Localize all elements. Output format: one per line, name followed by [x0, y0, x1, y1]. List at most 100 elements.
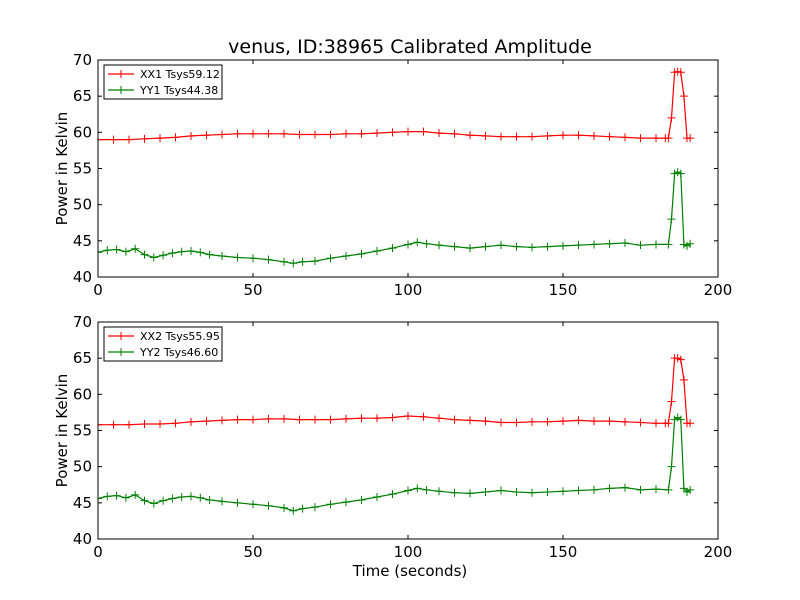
data-point	[497, 241, 505, 250]
data-point	[156, 134, 164, 143]
data-point	[435, 487, 443, 496]
data-point	[574, 131, 583, 140]
y-tick-label: 40	[73, 530, 92, 548]
series-line	[98, 171, 691, 264]
data-point	[664, 419, 673, 428]
data-point	[311, 257, 319, 266]
data-point	[289, 506, 298, 515]
legend-label: YY1 Tsys44.38	[139, 84, 218, 97]
data-point	[249, 415, 257, 424]
data-point	[109, 420, 118, 429]
data-point	[326, 415, 335, 424]
data-point	[373, 414, 381, 423]
data-point	[140, 496, 149, 505]
y-tick-label: 50	[73, 196, 92, 214]
data-point	[621, 133, 629, 142]
data-point	[605, 239, 614, 248]
data-point	[388, 244, 397, 253]
data-point	[388, 413, 397, 422]
data-point	[481, 131, 490, 140]
series-1	[98, 354, 695, 429]
data-point	[497, 132, 505, 141]
data-point	[497, 418, 505, 427]
data-point	[559, 487, 567, 496]
data-point	[676, 169, 685, 178]
data-point	[574, 241, 583, 250]
data-point	[559, 131, 567, 140]
data-point	[466, 244, 474, 253]
data-point	[112, 245, 121, 254]
data-point	[667, 462, 676, 471]
data-point	[280, 129, 288, 138]
data-point	[621, 483, 629, 492]
data-point	[342, 414, 350, 423]
x-tick-label: 50	[243, 543, 262, 561]
data-point	[264, 129, 273, 138]
data-point	[590, 417, 598, 426]
y-tick-label: 45	[73, 232, 92, 250]
data-point	[636, 241, 645, 250]
data-point	[512, 487, 521, 496]
data-point	[652, 240, 660, 249]
data-point	[112, 491, 121, 500]
data-point	[125, 420, 133, 429]
data-point	[187, 246, 195, 255]
data-point	[574, 486, 583, 495]
data-point	[357, 249, 366, 258]
legend-label: XX2 Tsys55.95	[140, 330, 220, 343]
data-point	[168, 494, 177, 503]
y-tick-label: 70	[73, 313, 92, 331]
data-point	[171, 133, 180, 142]
data-point	[311, 415, 319, 424]
legend-box	[103, 326, 223, 362]
y-axis-label: Power in Kelvin	[53, 374, 71, 488]
data-point	[636, 418, 645, 427]
series-line	[98, 416, 691, 512]
data-point	[218, 130, 226, 139]
data-point	[280, 503, 288, 512]
data-point	[149, 499, 158, 508]
series-line	[98, 357, 691, 426]
data-point	[435, 414, 443, 423]
data-point	[311, 130, 319, 139]
data-point	[422, 485, 431, 494]
data-point	[404, 412, 412, 421]
data-point	[512, 418, 521, 427]
legend-marker	[117, 348, 125, 356]
data-point	[528, 417, 536, 426]
x-tick-label: 150	[549, 281, 578, 299]
data-point	[404, 486, 412, 495]
data-point	[605, 417, 614, 426]
data-point	[667, 215, 676, 224]
data-point	[159, 496, 168, 505]
x-tick-label: 100	[394, 281, 423, 299]
data-point	[326, 130, 335, 139]
data-point	[373, 246, 381, 255]
legend: XX1 Tsys59.12 YY1 Tsys44.38	[103, 64, 223, 100]
data-point	[109, 135, 118, 144]
data-point	[289, 259, 298, 268]
data-point	[121, 247, 130, 256]
data-point	[205, 495, 214, 504]
data-point	[450, 488, 459, 497]
data-point	[590, 485, 598, 494]
legend-box	[103, 64, 223, 100]
data-point	[466, 131, 474, 140]
data-point	[121, 493, 130, 502]
data-point	[404, 240, 412, 249]
y-tick-label: 70	[73, 51, 92, 69]
data-point	[667, 113, 676, 122]
data-point	[298, 504, 307, 513]
y-tick-label: 65	[73, 349, 92, 367]
data-point	[249, 129, 257, 138]
data-point	[388, 490, 397, 499]
series-2	[98, 168, 695, 268]
data-point	[559, 417, 567, 426]
data-point	[664, 240, 673, 249]
y-tick-label: 45	[73, 494, 92, 512]
y-tick-label: 60	[73, 123, 92, 141]
data-point	[326, 254, 335, 263]
data-point	[326, 500, 335, 509]
data-point	[574, 416, 583, 425]
data-point	[528, 243, 536, 252]
